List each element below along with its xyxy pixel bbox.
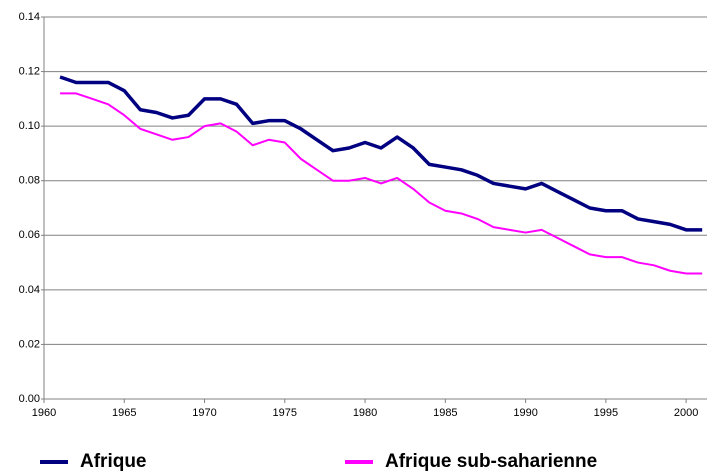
data-line (60, 92, 703, 275)
y-tick-label: 0.00 (19, 393, 40, 405)
x-tick-label: 1960 (32, 407, 56, 419)
y-tick-label: 0.12 (19, 65, 40, 77)
x-tick-label: 1990 (513, 407, 537, 419)
x-tick-label: 1980 (353, 407, 377, 419)
y-tick-label: 0.10 (19, 120, 40, 132)
y-tick-label: 0.02 (19, 338, 40, 350)
x-tick-label: 1995 (594, 407, 618, 419)
legend-label: Afrique sub-saharienne (385, 451, 597, 472)
x-tick-label: 2000 (674, 407, 698, 419)
y-tick-label: 0.08 (19, 175, 40, 187)
legend-label: Afrique (80, 451, 147, 472)
x-tick-label: 1965 (112, 407, 136, 419)
y-tick-label: 0.04 (19, 284, 40, 296)
x-tick-label: 1970 (192, 407, 216, 419)
x-tick-label: 1985 (433, 407, 457, 419)
data-line (59, 75, 703, 232)
y-tick-label: 0.14 (19, 11, 40, 23)
x-tick-label: 1975 (273, 407, 297, 419)
y-tick-label: 0.06 (19, 229, 40, 241)
